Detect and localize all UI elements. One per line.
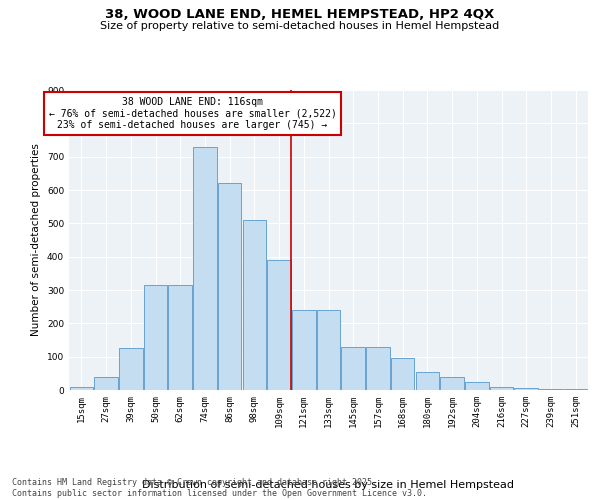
Bar	[292, 310, 316, 390]
X-axis label: Distribution of semi-detached houses by size in Hemel Hempstead: Distribution of semi-detached houses by …	[143, 480, 515, 490]
Bar	[218, 184, 241, 390]
Y-axis label: Number of semi-detached properties: Number of semi-detached properties	[31, 144, 41, 336]
Bar	[169, 285, 192, 390]
Bar	[366, 346, 389, 390]
Bar	[119, 348, 143, 390]
Text: Size of property relative to semi-detached houses in Hemel Hempstead: Size of property relative to semi-detach…	[100, 21, 500, 31]
Bar	[317, 310, 340, 390]
Bar	[193, 146, 217, 390]
Text: 38, WOOD LANE END, HEMEL HEMPSTEAD, HP2 4QX: 38, WOOD LANE END, HEMEL HEMPSTEAD, HP2 …	[106, 8, 494, 20]
Bar	[341, 346, 365, 390]
Bar	[440, 376, 464, 390]
Bar	[70, 386, 93, 390]
Bar	[242, 220, 266, 390]
Bar	[416, 372, 439, 390]
Bar	[94, 376, 118, 390]
Text: Contains HM Land Registry data © Crown copyright and database right 2025.
Contai: Contains HM Land Registry data © Crown c…	[12, 478, 427, 498]
Text: 38 WOOD LANE END: 116sqm
← 76% of semi-detached houses are smaller (2,522)
23% o: 38 WOOD LANE END: 116sqm ← 76% of semi-d…	[49, 96, 337, 130]
Bar	[391, 358, 415, 390]
Bar	[465, 382, 488, 390]
Bar	[514, 388, 538, 390]
Bar	[490, 386, 513, 390]
Bar	[268, 260, 291, 390]
Bar	[144, 285, 167, 390]
